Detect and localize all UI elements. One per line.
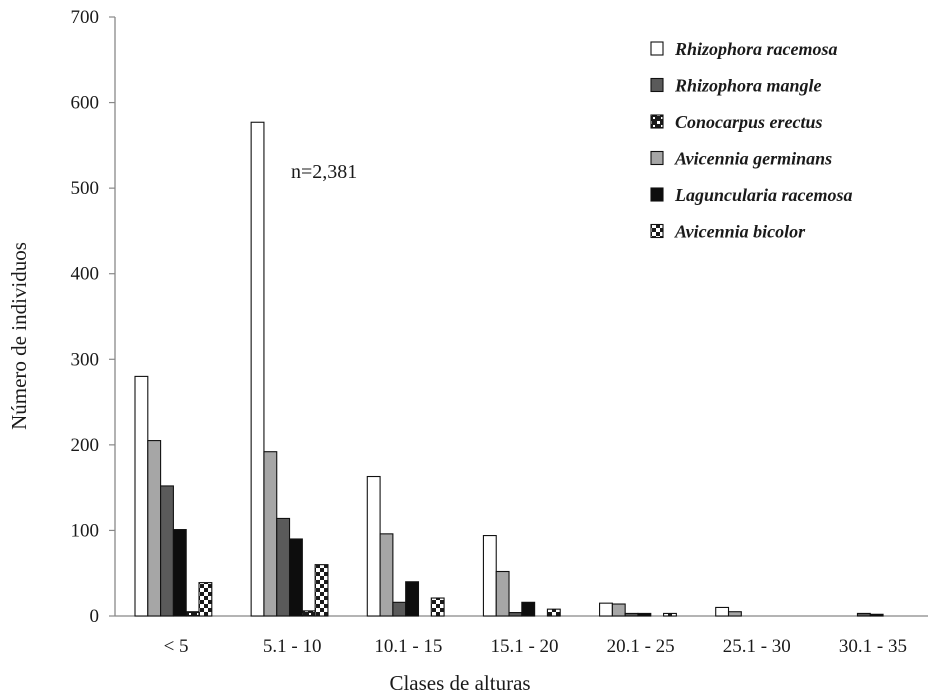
y-tick-label: 100	[71, 520, 100, 541]
bar-rhizophora-racemosa	[134, 375, 149, 617]
legend-label: Avicennia germinans	[674, 149, 832, 169]
legend-swatch-avicennia-bicolor	[650, 223, 664, 239]
bar-laguncularia-racemosa	[637, 612, 652, 617]
legend-label: Avicennia bicolor	[674, 222, 806, 242]
y-tick-label: 600	[71, 93, 100, 114]
legend-swatch-avicennia-germinans	[650, 150, 664, 166]
bar-laguncularia-racemosa	[869, 613, 884, 617]
x-tick-label: 10.1 - 15	[374, 636, 442, 657]
legend-label: Rhizophora racemosa	[674, 39, 838, 59]
legend-swatch-laguncularia-racemosa	[650, 187, 664, 202]
x-tick-label: < 5	[164, 636, 189, 657]
x-tick-label: 30.1 - 35	[839, 636, 907, 657]
bar-avicennia-germinans	[379, 533, 394, 617]
bar-rhizophora-mangle	[508, 612, 523, 617]
legend-swatch-conocarpus-erectus	[650, 114, 664, 129]
x-tick-label: 20.1 - 25	[607, 636, 675, 657]
bar-rhizophora-mangle	[856, 612, 871, 617]
bar-laguncularia-racemosa	[521, 601, 536, 617]
bar-rhizophora-mangle	[392, 601, 407, 617]
bar-avicennia-bicolor	[430, 597, 445, 617]
bar-laguncularia-racemosa	[172, 529, 187, 617]
bar-rhizophora-mangle	[276, 517, 291, 617]
x-tick-label: 15.1 - 20	[490, 636, 558, 657]
bar-avicennia-bicolor	[663, 612, 677, 617]
y-tick-label: 300	[71, 349, 100, 370]
x-tick-label: 5.1 - 10	[263, 636, 322, 657]
y-ticks: 0 100 200 300 400 500 600 700	[71, 7, 115, 627]
x-ticks: < 5 5.1 - 10 10.1 - 15 15.1 - 20 20.1 - 25 25…	[164, 636, 907, 657]
legend: Rhizophora racemosa Rhizophora mangle Cono…	[650, 39, 853, 242]
bar-laguncularia-racemosa	[288, 538, 303, 617]
x-tick-label: 25.1 - 30	[723, 636, 791, 657]
y-tick-label: 200	[71, 435, 100, 456]
sample-size-annotation: n=2,381	[291, 161, 357, 183]
legend-label: Conocarpus erectus	[675, 112, 823, 132]
bar-rhizophora-racemosa	[366, 475, 381, 617]
bar-avicennia-bicolor	[198, 582, 213, 617]
y-tick-label: 0	[90, 606, 100, 627]
y-axis-title: Número de individuos	[7, 242, 31, 430]
bar-conocarpus-erectus	[185, 611, 200, 617]
bar-laguncularia-racemosa	[405, 581, 420, 617]
y-tick-label: 400	[71, 264, 100, 285]
bars	[134, 121, 884, 617]
bar-rhizophora-racemosa	[599, 602, 613, 617]
bar-avicennia-germinans	[727, 611, 742, 617]
bar-rhizophora-racemosa	[250, 121, 265, 617]
y-tick-label: 500	[71, 178, 100, 199]
bar-avicennia-germinans	[611, 603, 626, 617]
legend-label: Laguncularia racemosa	[674, 185, 853, 205]
bar-avicennia-bicolor	[314, 564, 329, 617]
bar-conocarpus-erectus	[301, 610, 316, 617]
legend-label: Rhizophora mangle	[674, 76, 822, 96]
axes: 0 100 200 300 400 500 600 700 < 5 5.1 - 10 10.1 -…	[71, 7, 928, 657]
y-tick-label: 700	[71, 7, 100, 28]
bar-rhizophora-racemosa	[715, 606, 730, 617]
bar-avicennia-bicolor	[546, 608, 561, 617]
x-axis-title: Clases de alturas	[389, 671, 530, 695]
legend-swatch-rhizophora-mangle	[650, 77, 664, 93]
bar-rhizophora-mangle	[624, 612, 639, 617]
bar-avicennia-germinans	[495, 570, 510, 617]
legend-swatch-rhizophora-racemosa	[650, 41, 664, 56]
bar-avicennia-germinans	[263, 451, 278, 617]
bar-rhizophora-mangle	[160, 485, 174, 617]
bar-rhizophora-racemosa	[482, 535, 497, 617]
bar-avicennia-germinans	[147, 440, 162, 617]
